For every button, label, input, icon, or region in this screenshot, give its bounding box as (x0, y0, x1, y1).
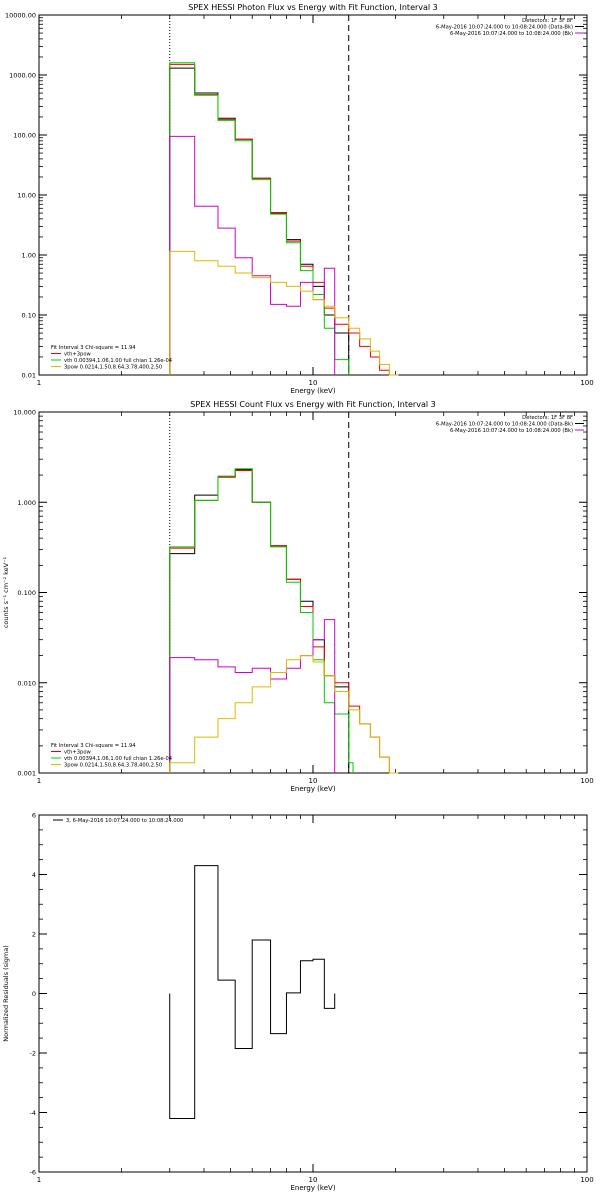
legend-label: Detectors: 1F 3F 8F (522, 18, 573, 24)
axes-frame (38, 14, 588, 376)
series-step-line-1 (169, 469, 350, 773)
y-tick-label: 0.001 (17, 770, 36, 778)
y-tick-label: 2 (32, 931, 36, 939)
legend-label: 3pow 0.0214,1.50,8.64,3.78,400,2.50 (64, 763, 162, 769)
y-tick-label: 10.000 (13, 409, 36, 417)
legend-label: 6-May-2016 10:07:24.000 to 10:08:24.000 … (436, 25, 573, 31)
legend-label: 3, 6-May-2016 10:07:24.000 to 10:08:24.0… (66, 818, 183, 824)
y-tick-label: 0.10 (22, 312, 36, 320)
x-tick-label: 100 (580, 777, 593, 785)
x-axis-label: Energy (keV) (290, 785, 335, 793)
legend-label: vth+3pow (64, 352, 92, 358)
legend-label: 6-May-2016 10:07:24.000 to 10:08:24.000 … (450, 428, 573, 434)
chart-panel-1: SPEX HESSI Photon Flux vs Energy with Fi… (5, 3, 594, 395)
y-tick-label: 100.00 (13, 132, 36, 140)
legend-label: vth 0.00394,1.06,1.00 full chian 1.26e-0… (64, 358, 173, 364)
y-tick-label: -2 (30, 1050, 36, 1058)
x-tick-label: 100 (580, 379, 593, 387)
y-axis-label: counts s⁻¹ cm⁻² keV⁻¹ (2, 556, 10, 628)
x-tick-label: 10 (309, 777, 318, 785)
chart-title: SPEX HESSI Photon Flux vs Energy with Fi… (188, 3, 438, 12)
chart-panel-3: 1 10 100 Energy (keV) -6 -4 -2 0 2 4 6 Normalized R… (2, 812, 594, 1193)
x-axis-label: Energy (keV) (290, 387, 335, 395)
y-tick-label: 6 (32, 812, 36, 820)
x-tick-label: 1 (37, 379, 41, 387)
y-tick-label: 1000.00 (9, 72, 36, 80)
chart-title: SPEX HESSI Count Flux vs Energy with Fit… (190, 400, 435, 409)
legend-label: vth 0.00394,1.06,1.00 full chian 1.26e-0… (64, 756, 173, 762)
y-tick-label: 0.010 (17, 679, 36, 687)
series-step-line-1 (169, 865, 336, 1119)
axes-frame (38, 814, 588, 1173)
legend-label: 6-May-2016 10:07:24.000 to 10:08:24.000 … (436, 422, 573, 428)
y-tick-label: 0.01 (22, 372, 36, 380)
y-tick-label: 0.100 (17, 589, 36, 597)
y-tick-label: 10.00 (17, 192, 36, 200)
y-tick-label: 1.00 (22, 252, 36, 260)
y-tick-label: 10000.00 (5, 12, 36, 20)
legend-label: 3pow 0.0214,1.50,8.64,3.78,400,2.50 (64, 365, 162, 371)
legend-label: Detectors: 1F 3F 8F (522, 415, 573, 421)
series-step-line-3 (169, 468, 354, 773)
x-axis-label: Energy (keV) (290, 1184, 335, 1192)
x-tick-label: 100 (580, 1176, 593, 1184)
series-step-line-5 (169, 655, 399, 774)
chart-panel-2: SPEX HESSI Count Flux vs Energy with Fit… (2, 400, 594, 793)
x-tick-label: 1 (37, 777, 41, 785)
legend-label: vth+3pow (64, 750, 92, 756)
y-axis-label: Normalized Residuals (sigma) (2, 945, 10, 1042)
series-step-line-3 (169, 62, 350, 375)
legend-label: Fit Interval 3 Chi-square = 11.94 (51, 345, 136, 351)
series-step-line-1 (169, 67, 350, 375)
legend-label: 6-May-2016 10:07:24.000 to 10:08:24.000 … (450, 31, 573, 37)
x-tick-label: 1 (37, 1176, 41, 1184)
x-tick-label: 10 (309, 379, 318, 387)
series-step-line-2 (169, 63, 399, 376)
x-tick-label: 10 (309, 1176, 318, 1184)
axes-frame (38, 411, 588, 774)
y-tick-label: 1.000 (17, 499, 36, 507)
series-step-line-5 (169, 250, 399, 376)
y-tick-label: 0 (32, 990, 36, 998)
y-tick-label: -6 (30, 1169, 36, 1177)
y-tick-label: 4 (32, 871, 36, 879)
y-tick-label: -4 (30, 1109, 36, 1117)
series-step-line-2 (169, 469, 399, 774)
legend-label: Fit Interval 3 Chi-square = 11.94 (51, 743, 136, 749)
